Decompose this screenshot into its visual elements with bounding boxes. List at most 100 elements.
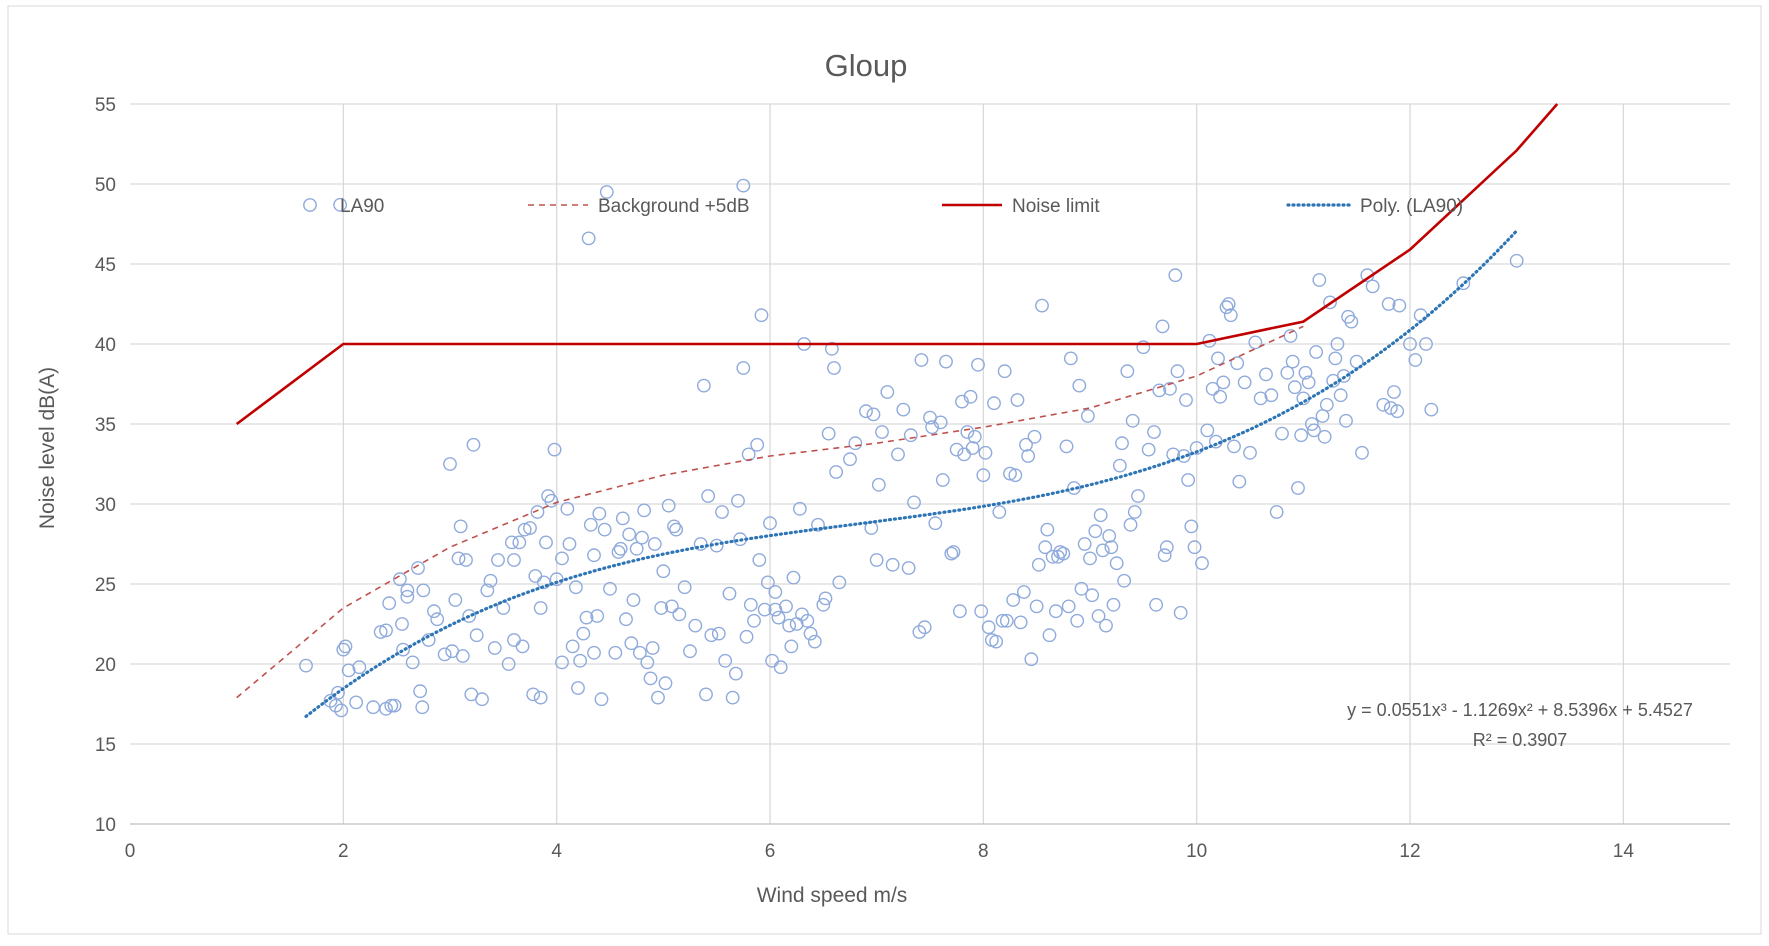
la90-point [1227, 439, 1241, 454]
la90-point [917, 620, 932, 635]
poly-la90-trendline [304, 229, 1519, 718]
la90-point [483, 573, 498, 588]
la90-point [611, 545, 626, 559]
la90-point [1042, 628, 1057, 643]
la90-point [944, 546, 959, 561]
legend-label: Noise limit [1012, 196, 1100, 217]
la90-point [576, 626, 591, 641]
legend-label: LA90 [340, 196, 384, 217]
la90-point [995, 613, 1010, 628]
la90-point [597, 522, 612, 537]
la90-point [643, 671, 658, 686]
chart-border [7, 5, 1762, 935]
la90-point [981, 620, 996, 635]
la90-point [792, 501, 807, 516]
la90-point [1253, 391, 1268, 406]
la90-point [379, 623, 393, 638]
la90-point [1312, 273, 1327, 287]
la90-point [1147, 425, 1161, 439]
la90-point [818, 591, 833, 606]
la90-point [544, 493, 559, 508]
la90-point [1115, 436, 1129, 451]
la90-point [1176, 449, 1191, 463]
x-tick-label: 14 [1613, 841, 1635, 862]
y-tick-label: 10 [95, 815, 116, 836]
la90-point [1173, 605, 1188, 620]
background-plus-5db-line [236, 325, 1304, 699]
la90-point [1159, 540, 1174, 555]
la90-point [1221, 297, 1236, 311]
la90-point [1152, 383, 1167, 398]
la90-point [1285, 354, 1300, 369]
la90-point [967, 429, 982, 444]
la90-point [581, 231, 596, 246]
la90-point [935, 473, 950, 487]
la90-point [411, 561, 425, 575]
la90-point [997, 364, 1012, 379]
la90-point [1213, 389, 1228, 404]
x-tick-label: 12 [1399, 841, 1420, 862]
la90-point [1304, 417, 1319, 431]
la90-point [711, 626, 726, 641]
la90-point [1264, 388, 1279, 403]
la90-point [1120, 364, 1135, 379]
la90-point [768, 602, 783, 617]
la90-point [843, 452, 857, 467]
la90-point [763, 516, 777, 531]
la90-point [1248, 335, 1263, 350]
legend-label: Poly. (LA90) [1360, 196, 1463, 217]
la90-point [811, 517, 825, 532]
la90-point [1383, 401, 1398, 415]
la90-point [592, 506, 607, 521]
la90-point [1040, 522, 1055, 537]
la90-point [771, 610, 786, 625]
x-tick-label: 4 [551, 841, 562, 862]
la90-point [1163, 381, 1177, 396]
la90-point [1208, 434, 1223, 449]
la90-point [615, 511, 630, 526]
la90-point [1403, 337, 1417, 351]
la90-point [824, 341, 839, 356]
la90-point [952, 604, 967, 619]
noise-limit-line [235, 103, 1559, 426]
la90-point [1298, 365, 1313, 380]
la90-point [1091, 609, 1106, 623]
la90-point [517, 522, 532, 537]
la90-point [459, 553, 473, 567]
la90-point [654, 601, 669, 615]
la90-point [1077, 537, 1092, 551]
la90-point [1200, 423, 1215, 438]
la90-point [640, 655, 655, 670]
la90-point [1031, 557, 1046, 572]
la90-point [341, 663, 356, 678]
la90-point [1013, 615, 1028, 630]
la90-point [1195, 556, 1209, 571]
x-tick-label: 8 [978, 841, 989, 862]
la90-point [331, 685, 345, 700]
la90-point [443, 457, 457, 471]
la90-point [632, 645, 647, 660]
trendline-equation: y = 0.0551x³ - 1.1269x² + 8.5396x + 5.45… [1347, 700, 1693, 720]
y-tick-label: 25 [95, 575, 116, 596]
la90-point [599, 185, 614, 199]
la90-point [1307, 423, 1321, 438]
la90-point [1390, 404, 1405, 419]
la90-point [963, 389, 978, 404]
la90-point [647, 537, 662, 551]
la90-point [1211, 351, 1225, 366]
la90-point [415, 700, 430, 715]
la90-point [1319, 397, 1334, 412]
la90-point [1408, 353, 1423, 367]
la90-point [1301, 375, 1316, 390]
la90-point [1287, 380, 1302, 395]
la90-point [547, 442, 562, 457]
la90-point [1008, 468, 1023, 483]
la90-point [1269, 505, 1284, 519]
la90-point [1048, 604, 1063, 619]
la90-point [1328, 351, 1343, 366]
la90-point [1168, 268, 1183, 283]
x-tick-label: 0 [125, 841, 136, 862]
y-axis-label: Noise level dB(A) [36, 367, 59, 529]
la90-point [622, 527, 637, 542]
